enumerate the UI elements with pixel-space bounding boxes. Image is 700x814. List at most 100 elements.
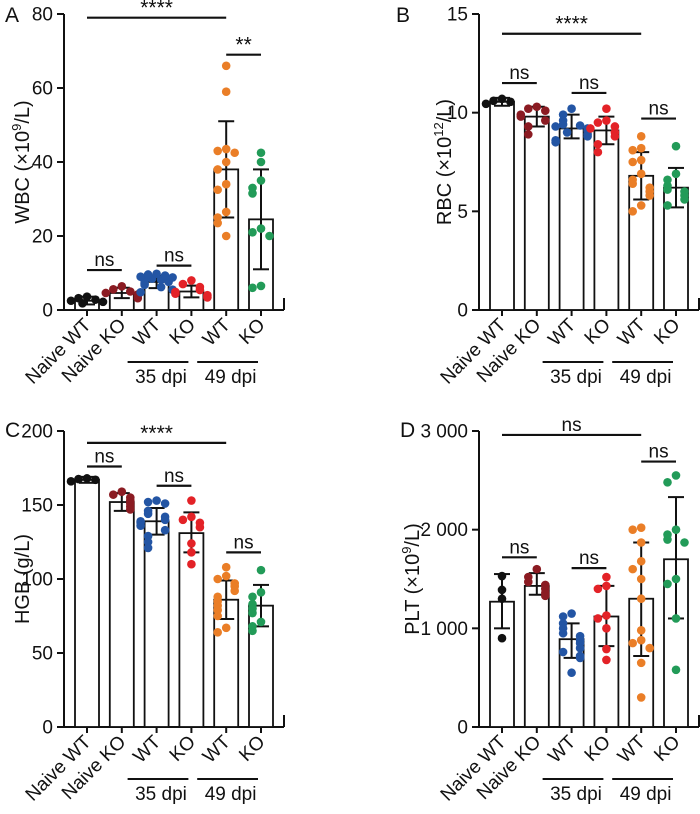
data-point-dark_red <box>532 564 542 574</box>
category-label: WT <box>199 314 235 350</box>
data-point-dark_red <box>541 591 550 601</box>
category-label: WT <box>544 314 580 350</box>
data-point-black <box>497 585 507 595</box>
data-point-red <box>195 522 205 532</box>
y-axis-title-prefix: RBC (×10 <box>434 137 456 225</box>
data-point-green <box>663 201 672 210</box>
data-point-black <box>497 594 507 604</box>
data-point-orange <box>213 185 222 195</box>
data-point-orange <box>645 643 654 653</box>
data-point-red <box>586 124 595 133</box>
data-point-orange <box>628 638 637 648</box>
data-point-red <box>602 644 611 654</box>
y-tick-label: 150 <box>21 496 53 517</box>
panel-letter: D <box>400 419 415 442</box>
y-tick-label: 0 <box>457 301 468 322</box>
data-point-red <box>602 104 611 114</box>
data-point-dark_red <box>109 490 118 499</box>
data-point-black <box>489 96 498 106</box>
data-point-blue <box>558 110 568 119</box>
data-point-red <box>602 572 611 582</box>
data-point-red <box>195 282 205 292</box>
significance-label: ns <box>234 532 254 553</box>
data-point-black <box>82 292 92 301</box>
data-point-orange <box>221 623 231 633</box>
y-axis-title: WBC (×109/L) <box>9 100 34 223</box>
y-tick-label: 10 <box>447 103 468 124</box>
data-point-blue <box>136 272 145 282</box>
data-point-black <box>82 474 92 483</box>
significance-label: **** <box>555 13 588 36</box>
data-point-green <box>256 281 266 291</box>
y-tick-label: 80 <box>32 5 53 26</box>
y-axis-title-prefix: HGB (g/L) <box>12 534 34 624</box>
data-point-orange <box>636 201 646 210</box>
y-axis-title-suffix: /L) <box>12 100 34 123</box>
data-point-black <box>91 475 100 485</box>
significance-label: ns <box>509 537 529 558</box>
data-point-green <box>671 665 681 675</box>
group-label: 49 dpi <box>205 367 257 388</box>
data-point-blue <box>567 609 576 618</box>
data-point-orange <box>636 626 646 635</box>
data-point-black <box>481 99 491 109</box>
data-point-green <box>256 176 266 185</box>
data-point-orange <box>221 571 231 581</box>
y-axis-title-superscript: 9 <box>399 547 414 554</box>
data-point-green <box>671 574 681 584</box>
y-tick-label: 0 <box>42 301 53 322</box>
data-point-orange <box>628 157 637 167</box>
data-point-black <box>74 474 83 484</box>
data-point-green <box>256 148 266 158</box>
data-point-green <box>256 565 266 575</box>
data-point-green <box>248 626 257 636</box>
data-point-blue <box>567 104 576 114</box>
y-axis-title-superscript: 9 <box>9 124 24 131</box>
data-point-red <box>593 139 603 149</box>
data-point-blue <box>143 543 153 553</box>
data-point-red <box>602 611 611 620</box>
category-label: KO <box>235 315 269 349</box>
y-axis-title-superscript: 12 <box>431 122 446 136</box>
y-axis-title-suffix: /L) <box>402 523 424 546</box>
bar-dark_red <box>523 585 550 728</box>
data-point-black <box>506 97 515 107</box>
group-label: 35 dpi <box>550 367 602 388</box>
data-point-blue <box>136 287 145 297</box>
y-tick-label: 3 000 <box>420 422 468 443</box>
data-point-green <box>671 614 681 623</box>
data-point-orange <box>645 191 654 200</box>
data-point-green <box>248 228 257 237</box>
data-point-blue <box>551 137 560 147</box>
bar-black <box>489 100 515 311</box>
data-point-blue <box>583 132 592 141</box>
bar-black <box>74 478 100 728</box>
bar-red <box>178 532 205 728</box>
group-label: 49 dpi <box>620 367 672 388</box>
data-point-dark_red <box>524 122 533 131</box>
data-point-green <box>663 175 672 185</box>
data-point-blue <box>152 496 161 505</box>
data-point-blue <box>575 643 585 653</box>
data-point-orange <box>636 538 646 547</box>
data-point-blue <box>143 537 153 547</box>
data-point-red <box>602 655 611 665</box>
y-tick-label: 50 <box>32 644 53 665</box>
data-point-blue <box>143 270 153 279</box>
significance-label: ns <box>579 73 599 94</box>
data-point-green <box>265 231 274 241</box>
data-point-dark_red <box>541 106 550 115</box>
data-point-red <box>171 287 180 297</box>
bar-red <box>593 129 620 311</box>
y-tick-label: 5 <box>457 202 468 223</box>
data-point-red <box>187 276 196 285</box>
data-point-dark_red <box>101 288 111 298</box>
significance-label: ** <box>235 34 251 57</box>
data-point-black <box>91 295 100 304</box>
data-point-black <box>497 633 507 643</box>
data-point-orange <box>213 218 222 228</box>
y-tick-label: 60 <box>32 79 53 100</box>
data-point-blue <box>160 499 170 508</box>
